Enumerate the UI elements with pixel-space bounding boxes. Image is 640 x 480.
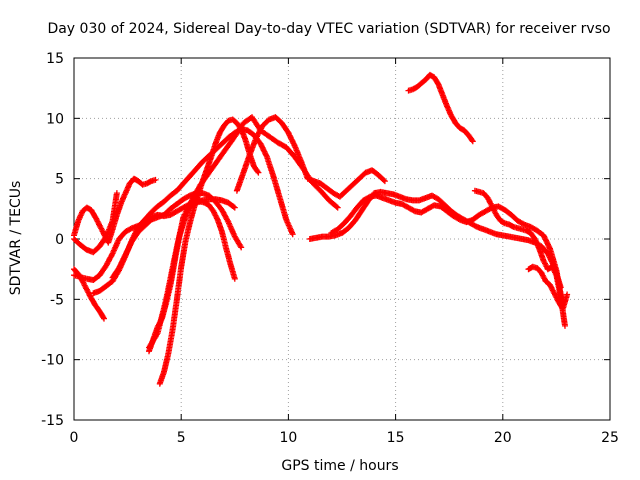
tick-labels: 0 5 10 15 20 25 -15 -10 -5 0 5 10 15 <box>41 51 619 446</box>
y-tick-label: 5 <box>55 172 64 188</box>
y-tick-label: 15 <box>46 51 64 67</box>
series-arc-10 <box>233 114 388 200</box>
x-tick-label: 5 <box>177 430 186 446</box>
chart-title: Day 030 of 2024, Sidereal Day-to-day VTE… <box>47 21 610 37</box>
data-point <box>289 231 296 238</box>
data-point <box>381 178 388 185</box>
x-tick-label: 10 <box>279 430 297 446</box>
data-point <box>287 133 294 140</box>
data-point <box>101 315 107 322</box>
data-point <box>255 169 262 176</box>
data-point <box>469 138 476 145</box>
series-arc-4 <box>71 190 120 256</box>
data-point <box>108 251 115 258</box>
y-tick-label: 0 <box>55 232 64 248</box>
data-point <box>254 168 261 175</box>
y-tick-label: -5 <box>50 292 64 308</box>
data-point <box>468 137 475 144</box>
data-points <box>71 71 571 387</box>
data-point <box>562 322 568 329</box>
series-arc-14 <box>471 187 568 329</box>
series-arc-15 <box>525 263 571 312</box>
data-point <box>100 314 107 321</box>
x-tick-label: 15 <box>387 430 405 446</box>
data-point <box>224 217 231 224</box>
axis-ticks <box>73 57 611 421</box>
x-tick-label: 0 <box>70 430 79 446</box>
x-tick-label: 25 <box>601 430 619 446</box>
series-arc-3 <box>71 266 107 322</box>
grid <box>74 58 610 420</box>
data-point <box>334 204 341 211</box>
data-point <box>125 246 131 253</box>
data-point <box>263 152 270 159</box>
data-point <box>380 177 387 184</box>
data-point <box>260 147 267 154</box>
data-point <box>231 204 238 211</box>
data-point <box>153 331 160 338</box>
data-point <box>113 190 120 197</box>
data-point <box>231 275 238 282</box>
series-arc-13 <box>405 71 476 145</box>
y-tick-label: 10 <box>46 111 64 127</box>
data-point <box>333 203 340 210</box>
x-tick-label: 20 <box>494 430 512 446</box>
series-arc-6 <box>109 190 245 281</box>
y-axis-label: SDTVAR / TECUs <box>8 181 24 296</box>
x-axis-label: GPS time / hours <box>281 458 398 474</box>
y-tick-label: -15 <box>41 413 64 429</box>
y-tick-label: -10 <box>41 353 64 369</box>
data-point <box>152 176 159 183</box>
data-point <box>564 291 571 298</box>
data-point <box>230 203 237 210</box>
data-point <box>238 244 245 251</box>
data-point <box>237 243 244 250</box>
